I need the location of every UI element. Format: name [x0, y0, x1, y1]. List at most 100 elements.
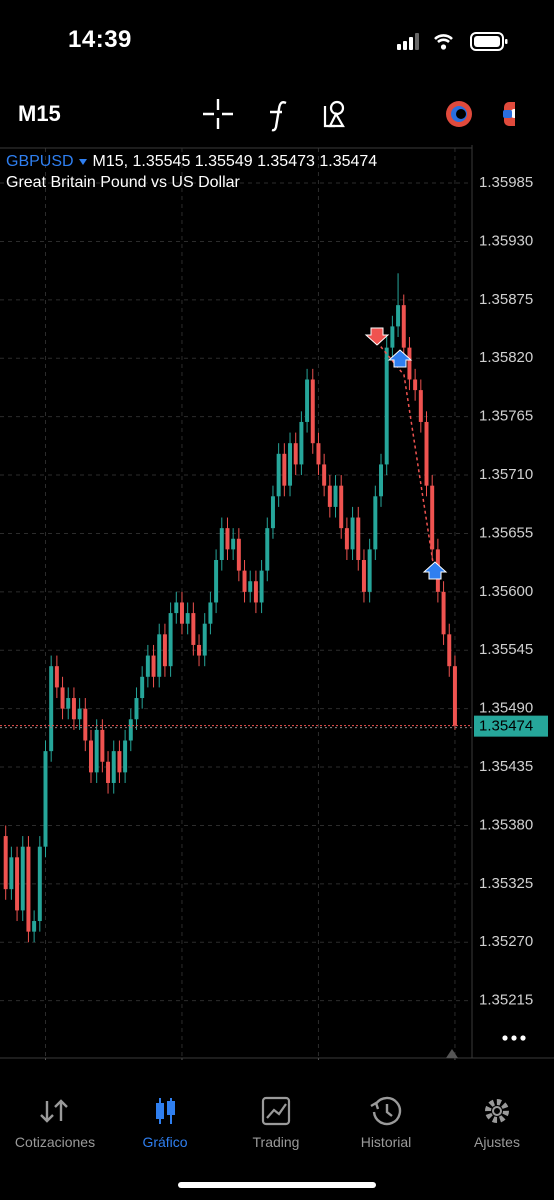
y-tick-label: 1.35490 [479, 700, 533, 717]
candle-body [322, 464, 327, 486]
tab-icon [261, 1096, 291, 1126]
candle-body [145, 655, 150, 677]
shift-marker[interactable] [446, 1049, 458, 1058]
y-tick-label: 1.35435 [479, 758, 533, 775]
candle-body [94, 729, 99, 773]
candle-body [49, 666, 54, 752]
candle-body [367, 549, 372, 592]
candle-body [168, 613, 173, 667]
timeframe[interactable]: M15 [18, 101, 61, 126]
candle-body [15, 857, 20, 911]
y-tick-label: 1.35655 [479, 524, 533, 541]
candle-body [3, 836, 8, 890]
candle-body [77, 708, 82, 720]
candle-body [60, 687, 65, 709]
objects-icon[interactable] [323, 100, 345, 128]
candle-body [225, 528, 230, 550]
symbol-info: M15, 1.35545 1.35549 1.35473 1.35474 [92, 153, 378, 170]
candle-body [259, 570, 264, 603]
candle-body [140, 676, 145, 699]
candle-body [66, 698, 71, 709]
symbol-dropdown[interactable] [78, 156, 88, 166]
toolbar-icons [203, 99, 515, 132]
candle-body [310, 379, 315, 444]
y-tick-label: 1.35820 [479, 349, 533, 366]
candle-body [441, 591, 446, 635]
tab-label: Gráfico [142, 1134, 188, 1150]
tab[interactable]: Historial [331, 1094, 441, 1150]
candle-body [401, 305, 406, 348]
tab-label: Historial [360, 1134, 412, 1150]
candle-body [117, 751, 122, 773]
candle-body [288, 443, 293, 486]
candle-body [379, 464, 384, 497]
candle-body [350, 517, 355, 550]
y-tick-label: 1.35985 [479, 174, 533, 191]
crosshair-icon[interactable] [203, 99, 233, 129]
candle-body [430, 485, 435, 550]
candle-body [299, 421, 304, 465]
current-price-box [474, 715, 548, 737]
candle-body [361, 559, 366, 592]
indicator-icon[interactable] [270, 101, 287, 132]
tab[interactable]: Gráfico [110, 1094, 220, 1150]
candle-body [123, 740, 128, 773]
candle-body [282, 453, 287, 486]
candle-body [26, 846, 31, 932]
y-tick-label: 1.35930 [479, 232, 533, 249]
candle-body [447, 634, 452, 667]
symbol[interactable]: GBPUSD [6, 153, 74, 170]
candle-body [390, 326, 395, 348]
candle-body [185, 613, 190, 624]
candle-body [253, 581, 258, 603]
tab[interactable]: Trading [221, 1094, 331, 1150]
candle-body [111, 751, 116, 783]
candle-body [265, 528, 270, 571]
candle-body [191, 613, 196, 645]
account-icon[interactable] [503, 102, 515, 126]
candle-body [339, 485, 344, 529]
tab[interactable]: Cotizaciones [0, 1094, 110, 1150]
y-tick-label: 1.35710 [479, 466, 533, 483]
candle-body [407, 347, 412, 380]
y-tick-label: 1.35215 [479, 992, 533, 1009]
trade-icon[interactable] [446, 101, 472, 127]
y-tick-label: 1.35325 [479, 875, 533, 892]
candle-body [248, 581, 253, 592]
y-tick-label: 1.35545 [479, 641, 533, 658]
candle-body [384, 347, 389, 465]
candle-body [276, 453, 281, 497]
tab-label: Ajustes [474, 1134, 520, 1150]
tab[interactable]: Ajustes [442, 1094, 552, 1150]
candle-body [43, 751, 48, 847]
y-tick-label: 1.35270 [479, 933, 533, 950]
candle-body [197, 644, 202, 656]
candle-body [242, 570, 247, 592]
candle-body [316, 443, 321, 465]
chart[interactable]: 1.35985 1.35930 1.35875 1.35820 1.35765 1.357… [0, 145, 554, 1060]
candle-body [20, 846, 25, 911]
candle-body [32, 921, 37, 932]
status-icons [397, 32, 508, 51]
y-tick-label: 1.35875 [479, 291, 533, 308]
candle-body [151, 655, 156, 677]
candle-body [157, 634, 162, 677]
candle-body [106, 761, 111, 783]
more-icon[interactable] [502, 1035, 526, 1041]
candle-body [54, 666, 59, 688]
symbol-description: Great Britain Pound vs US Dollar [6, 174, 240, 191]
candle-body [424, 421, 429, 486]
tab-label: Trading [252, 1134, 300, 1150]
y-tick-label: 1.35380 [479, 816, 533, 833]
current-price-label: 1.35474 [479, 718, 533, 735]
candle-body [231, 538, 236, 550]
plot: 1.35985 1.35930 1.35875 1.35820 1.35765 1.357… [0, 148, 548, 1060]
candle-body [356, 517, 361, 560]
tab-icon [370, 1096, 402, 1126]
candle-body [208, 602, 213, 624]
candle-body [71, 698, 76, 720]
candle-body [128, 719, 133, 741]
candle-body [37, 846, 42, 922]
candle-body [344, 528, 349, 550]
